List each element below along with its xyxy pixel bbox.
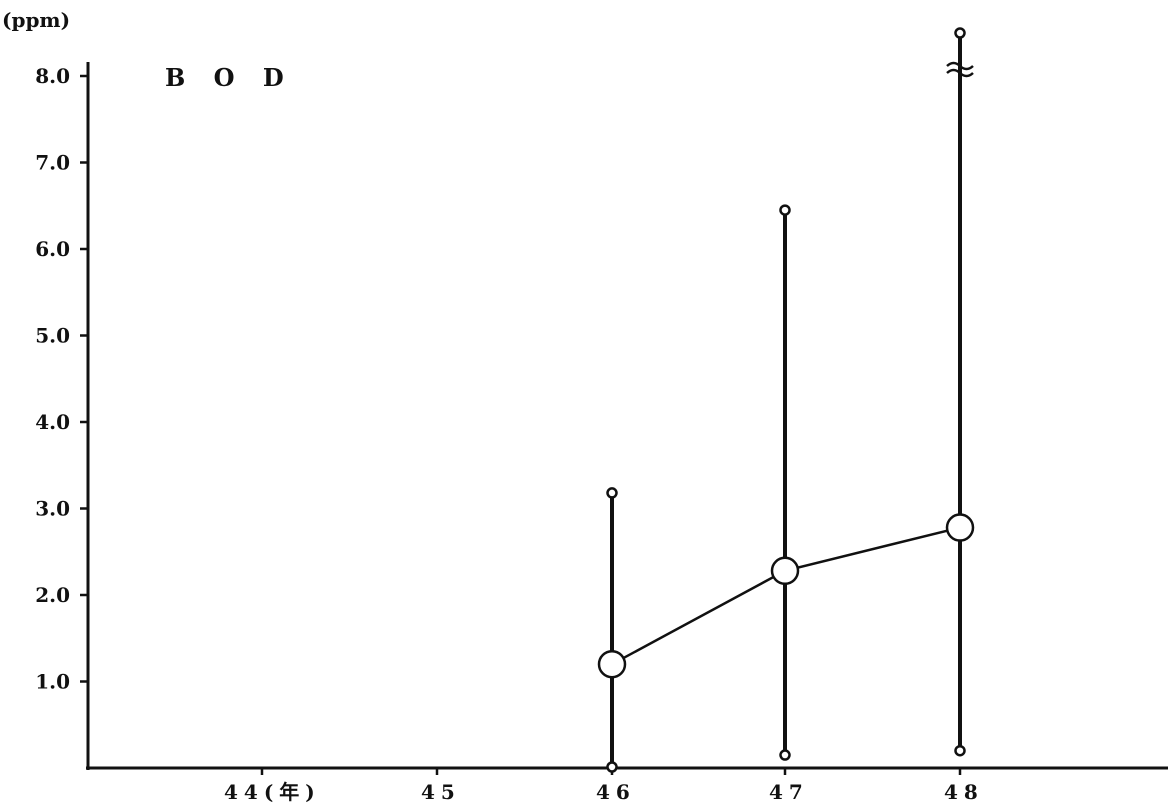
axes (86, 62, 1168, 770)
mean-point (770, 556, 800, 586)
y-unit-label: (ppm) (2, 8, 70, 32)
x-tick-label: 48 (944, 780, 984, 804)
y-tick-label: 3.0 (35, 497, 70, 521)
range-max-marker (954, 27, 966, 39)
range-max-marker (779, 204, 791, 216)
axis-break-mark (946, 68, 974, 78)
axis-break-mark (946, 61, 974, 71)
range-min-marker (954, 744, 966, 757)
y-tick-label: 5.0 (35, 324, 70, 348)
range-min-marker (606, 761, 618, 773)
y-ticks: 1.0 2.0 3.0 4.0 5.0 6.0 7.0 8.0 (35, 64, 88, 694)
x-tick-label: 47 (769, 780, 809, 804)
y-tick-label: 7.0 (35, 151, 70, 175)
mean-points (597, 513, 975, 679)
mean-point (597, 649, 627, 679)
x-tick-label: 45 (421, 780, 461, 804)
chart-title: B O D (165, 63, 294, 92)
x-tick-label: 46 (596, 780, 636, 804)
x-tick-label: 44(年) (224, 780, 321, 804)
range-min-marker (779, 749, 791, 761)
y-tick-label: 2.0 (35, 583, 70, 607)
range-bars (606, 27, 974, 773)
y-tick-label: 6.0 (35, 237, 70, 261)
y-tick-label: 8.0 (35, 64, 70, 88)
x-ticks: 44(年) 45 46 47 48 (224, 768, 984, 804)
y-tick-label: 1.0 (35, 670, 70, 694)
mean-point (945, 513, 975, 542)
range-max-marker (606, 487, 618, 499)
y-tick-label: 4.0 (35, 410, 70, 434)
